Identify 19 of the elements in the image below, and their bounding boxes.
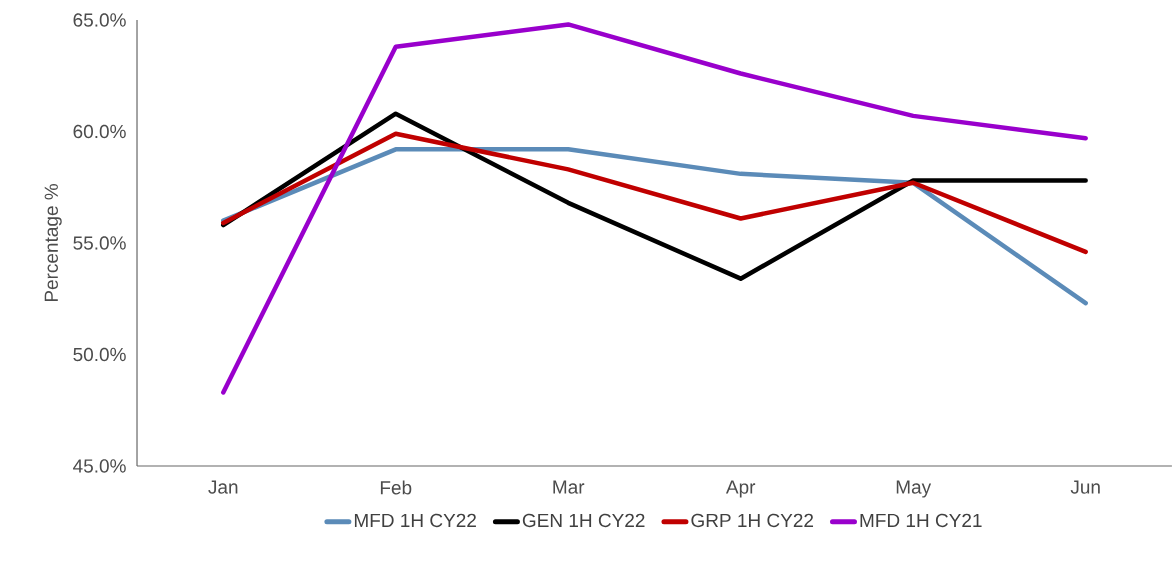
y-tick-label: 65.0% [73, 13, 126, 27]
x-tick-label: Feb [380, 480, 412, 495]
y-tick-label: 50.0% [73, 347, 126, 362]
legend-label: MFD 1H CY21 [860, 513, 982, 528]
x-tick-label: Apr [725, 480, 756, 498]
x-tick-label: May [896, 480, 932, 498]
y-tick-label: 60.0% [73, 124, 126, 139]
line-series [221, 131, 1088, 255]
line-series [221, 111, 1088, 281]
x-tick-label: Jan [208, 480, 238, 494]
legend-label: MFD 1H CY22 [354, 513, 476, 528]
legend-label: GEN 1H CY22 [522, 513, 645, 528]
y-axis-title: Percentage % [44, 184, 62, 302]
y-tick-label: 55.0% [73, 236, 126, 250]
line-series [221, 22, 1088, 395]
y-tick-label: 45.0% [73, 459, 126, 473]
legend-label: GRP 1H CY22 [691, 513, 814, 528]
x-tick-label: Jun [1070, 480, 1100, 494]
x-tick-label: Mar [553, 480, 585, 494]
